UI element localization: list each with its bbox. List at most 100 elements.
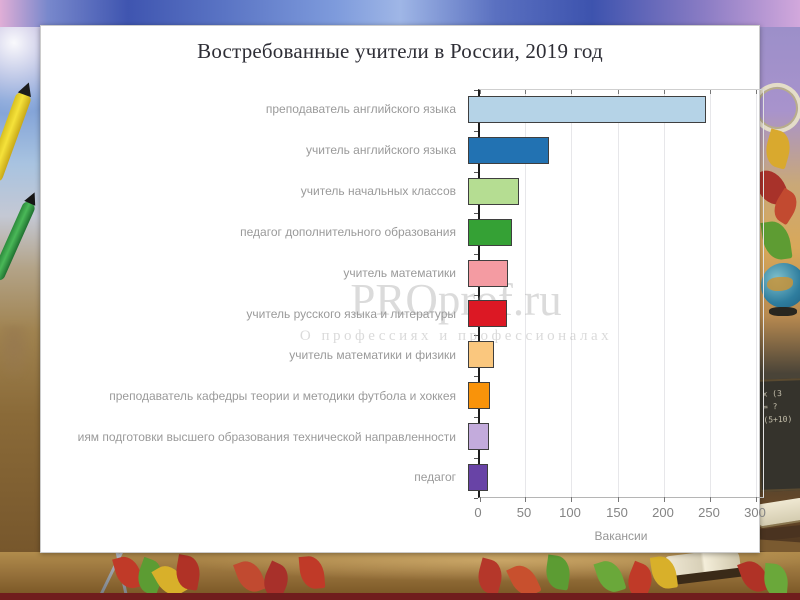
category-label: педагог bbox=[414, 470, 456, 485]
category-label: учитель русского языка и литературы bbox=[246, 306, 456, 321]
x-axis-title: Вакансии bbox=[594, 529, 648, 543]
x-tick-label: 0 bbox=[474, 505, 482, 520]
autumn-leaf-icon bbox=[760, 219, 793, 262]
bar bbox=[468, 218, 512, 246]
chart-row: педагог bbox=[41, 457, 764, 498]
category-label: учитель математики и физики bbox=[289, 347, 456, 362]
x-tick-label: 200 bbox=[652, 505, 674, 520]
bar-track bbox=[468, 89, 764, 130]
slide-panel: Востребованные учители в России, 2019 го… bbox=[40, 25, 766, 553]
chart-row: учитель английского языка bbox=[41, 130, 764, 171]
top-watercolor-band bbox=[0, 0, 800, 27]
bar bbox=[468, 95, 706, 123]
category-label: учитель английского языка bbox=[306, 143, 456, 158]
bar bbox=[468, 259, 508, 287]
axis-tickmark bbox=[710, 497, 711, 502]
bottom-collage-strip bbox=[0, 552, 800, 593]
axis-tickmark bbox=[618, 90, 619, 94]
axis-tickmark bbox=[571, 497, 572, 502]
x-tick-label: 100 bbox=[559, 505, 581, 520]
bar-track bbox=[468, 416, 764, 457]
bar bbox=[468, 382, 490, 410]
bar-track bbox=[468, 253, 764, 294]
chalkboard-image: х (3 = ? (5+10) bbox=[760, 378, 800, 492]
category-label: преподаватель английского языка bbox=[265, 102, 456, 117]
gridline bbox=[525, 90, 526, 497]
yellow-pencil-icon bbox=[0, 91, 33, 183]
category-label: учитель начальных классов bbox=[300, 184, 456, 199]
bar bbox=[468, 423, 489, 451]
category-label: преподаватель кафедры теории и методики … bbox=[109, 388, 456, 403]
bar-track bbox=[468, 375, 764, 416]
gridline bbox=[710, 90, 711, 497]
axis-tickmark bbox=[525, 90, 526, 94]
chart-row: учитель начальных классов bbox=[41, 171, 764, 212]
x-tick-label: 250 bbox=[698, 505, 720, 520]
axis-tickmark bbox=[480, 497, 481, 502]
y-axis-tickmark bbox=[474, 90, 478, 91]
y-axis-tickmark bbox=[474, 376, 478, 377]
autumn-leaf-icon bbox=[761, 128, 795, 170]
book-stack-image bbox=[760, 497, 800, 552]
plot-area bbox=[474, 89, 764, 502]
open-book-icon bbox=[664, 552, 744, 586]
axis-tickmark bbox=[756, 497, 757, 502]
autumn-leaf-icon bbox=[593, 557, 627, 593]
maroon-footer-strip bbox=[0, 593, 800, 600]
chalk-text: = ? bbox=[762, 402, 778, 412]
bar-track bbox=[468, 293, 764, 334]
chart-row: преподаватель английского языка bbox=[41, 89, 764, 130]
autumn-leaf-icon bbox=[762, 563, 790, 593]
y-axis-tickmark bbox=[474, 295, 478, 296]
category-label: иям подготовки высшего образования техни… bbox=[77, 429, 456, 444]
bar-track bbox=[468, 130, 764, 171]
chart-row: учитель русского языка и литературы bbox=[41, 293, 764, 334]
gridline bbox=[571, 90, 572, 497]
bar bbox=[468, 300, 507, 328]
bar-track bbox=[468, 334, 764, 375]
autumn-leaf-icon bbox=[506, 560, 542, 593]
left-collage-strip bbox=[0, 27, 40, 552]
autumn-leaf-icon bbox=[298, 555, 326, 590]
autumn-leaf-icon bbox=[233, 556, 267, 593]
autumn-leaf-icon bbox=[543, 554, 573, 591]
gridline bbox=[756, 90, 757, 497]
bar-track bbox=[468, 171, 764, 212]
axis-tickmark bbox=[618, 497, 619, 502]
chalk-text: (5+10) bbox=[763, 414, 793, 425]
axis-tickmark bbox=[571, 90, 572, 94]
chart-rows: преподаватель английского языка учитель а… bbox=[41, 89, 764, 498]
green-pencil-icon bbox=[0, 199, 37, 283]
x-tick-label: 50 bbox=[516, 505, 532, 520]
bar bbox=[468, 136, 549, 164]
chart-row: учитель математики bbox=[41, 253, 764, 294]
axis-tickmark bbox=[664, 90, 665, 94]
bar bbox=[468, 177, 519, 205]
category-label: учитель математики bbox=[343, 266, 456, 280]
chart-row: преподаватель кафедры теории и методики … bbox=[41, 375, 764, 416]
category-label: педагог дополнительного образования bbox=[240, 225, 456, 240]
bar-track bbox=[468, 457, 764, 498]
chart-row: учитель математики и физики bbox=[41, 334, 764, 375]
y-axis-tickmark bbox=[474, 254, 478, 255]
autumn-leaf-icon bbox=[474, 557, 506, 593]
right-collage-strip: х (3 = ? (5+10) bbox=[760, 27, 800, 552]
x-tick-label: 150 bbox=[606, 505, 628, 520]
gridline bbox=[618, 90, 619, 497]
axis-tickmark bbox=[525, 497, 526, 502]
y-axis-tickmark bbox=[474, 213, 478, 214]
x-axis-ticks: 0 50 100 150 200 250 300 bbox=[474, 505, 766, 521]
chart-row: педагог дополнительного образования bbox=[41, 212, 764, 253]
globe-stand bbox=[769, 307, 797, 316]
chalk-text: х (3 bbox=[762, 388, 782, 399]
axis-tickmark bbox=[480, 90, 481, 94]
axis-tickmark bbox=[710, 90, 711, 94]
globe-icon bbox=[761, 263, 800, 308]
y-axis-tickmark bbox=[474, 498, 478, 499]
y-axis-tickmark bbox=[474, 335, 478, 336]
y-axis-tickmark bbox=[474, 458, 478, 459]
x-tick-label: 300 bbox=[744, 505, 766, 520]
y-axis-tickmark bbox=[474, 131, 478, 132]
axis-tickmark bbox=[756, 90, 757, 94]
chart-row: иям подготовки высшего образования техни… bbox=[41, 416, 764, 457]
